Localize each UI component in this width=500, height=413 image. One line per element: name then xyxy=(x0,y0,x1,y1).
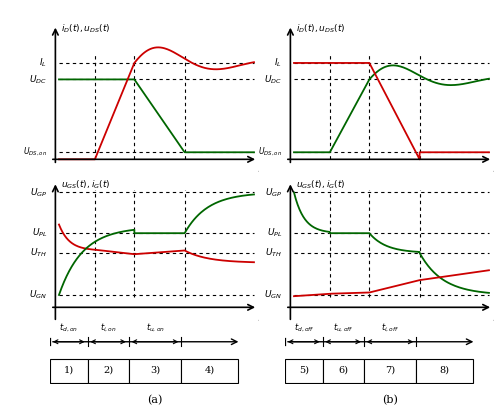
Text: $U_{DS,on}$: $U_{DS,on}$ xyxy=(23,146,48,159)
Text: $i_D(t),u_{DS}(t)$: $i_D(t),u_{DS}(t)$ xyxy=(296,22,345,35)
Text: $t$: $t$ xyxy=(492,317,494,323)
Bar xyxy=(416,358,472,383)
Bar xyxy=(50,358,88,383)
Text: $t_{u,off}$: $t_{u,off}$ xyxy=(333,322,353,334)
Text: $U_{DC}$: $U_{DC}$ xyxy=(264,73,282,85)
Text: $t$: $t$ xyxy=(492,168,494,174)
Text: $t_{i,on}$: $t_{i,on}$ xyxy=(100,322,116,334)
Text: $U_{TH}$: $U_{TH}$ xyxy=(265,247,282,259)
Bar xyxy=(129,358,181,383)
Text: 8): 8) xyxy=(440,366,450,375)
Bar xyxy=(322,358,364,383)
Text: 2): 2) xyxy=(103,366,113,375)
Text: 6): 6) xyxy=(338,366,348,375)
Text: $u_{GS}(t),i_G(t)$: $u_{GS}(t),i_G(t)$ xyxy=(61,179,110,191)
Text: $U_{GP}$: $U_{GP}$ xyxy=(265,186,282,199)
Text: $U_{DC}$: $U_{DC}$ xyxy=(30,73,48,85)
Text: $I_L$: $I_L$ xyxy=(40,57,48,69)
Text: $t_{u,on}$: $t_{u,on}$ xyxy=(146,322,165,334)
Text: $U_{PL}$: $U_{PL}$ xyxy=(32,227,48,240)
Bar xyxy=(364,358,416,383)
Bar xyxy=(285,358,323,383)
Text: $U_{GN}$: $U_{GN}$ xyxy=(29,289,48,301)
Text: (b): (b) xyxy=(382,395,398,405)
Text: $u_{GS}(t),i_G(t)$: $u_{GS}(t),i_G(t)$ xyxy=(296,179,345,191)
Text: $U_{DS,on}$: $U_{DS,on}$ xyxy=(258,146,282,159)
Text: 7): 7) xyxy=(385,366,395,375)
Text: 4): 4) xyxy=(204,366,214,375)
Text: $U_{PL}$: $U_{PL}$ xyxy=(266,227,282,240)
Text: $t$: $t$ xyxy=(257,168,260,174)
Text: $I_L$: $I_L$ xyxy=(274,57,282,69)
Text: $t_{i,off}$: $t_{i,off}$ xyxy=(381,322,399,334)
Text: $t_{d,off}$: $t_{d,off}$ xyxy=(294,322,314,334)
Text: $i_D(t),u_{DS}(t)$: $i_D(t),u_{DS}(t)$ xyxy=(61,22,110,35)
Text: $t$: $t$ xyxy=(257,317,260,323)
Text: $U_{GN}$: $U_{GN}$ xyxy=(264,289,282,301)
Text: $t_{d,on}$: $t_{d,on}$ xyxy=(60,322,78,334)
Text: 1): 1) xyxy=(64,366,74,375)
Bar xyxy=(88,358,129,383)
Text: $U_{GP}$: $U_{GP}$ xyxy=(30,186,48,199)
Text: (a): (a) xyxy=(148,395,162,405)
Text: 3): 3) xyxy=(150,366,160,375)
Text: 5): 5) xyxy=(299,366,309,375)
Text: $U_{TH}$: $U_{TH}$ xyxy=(30,247,48,259)
Bar xyxy=(181,358,238,383)
